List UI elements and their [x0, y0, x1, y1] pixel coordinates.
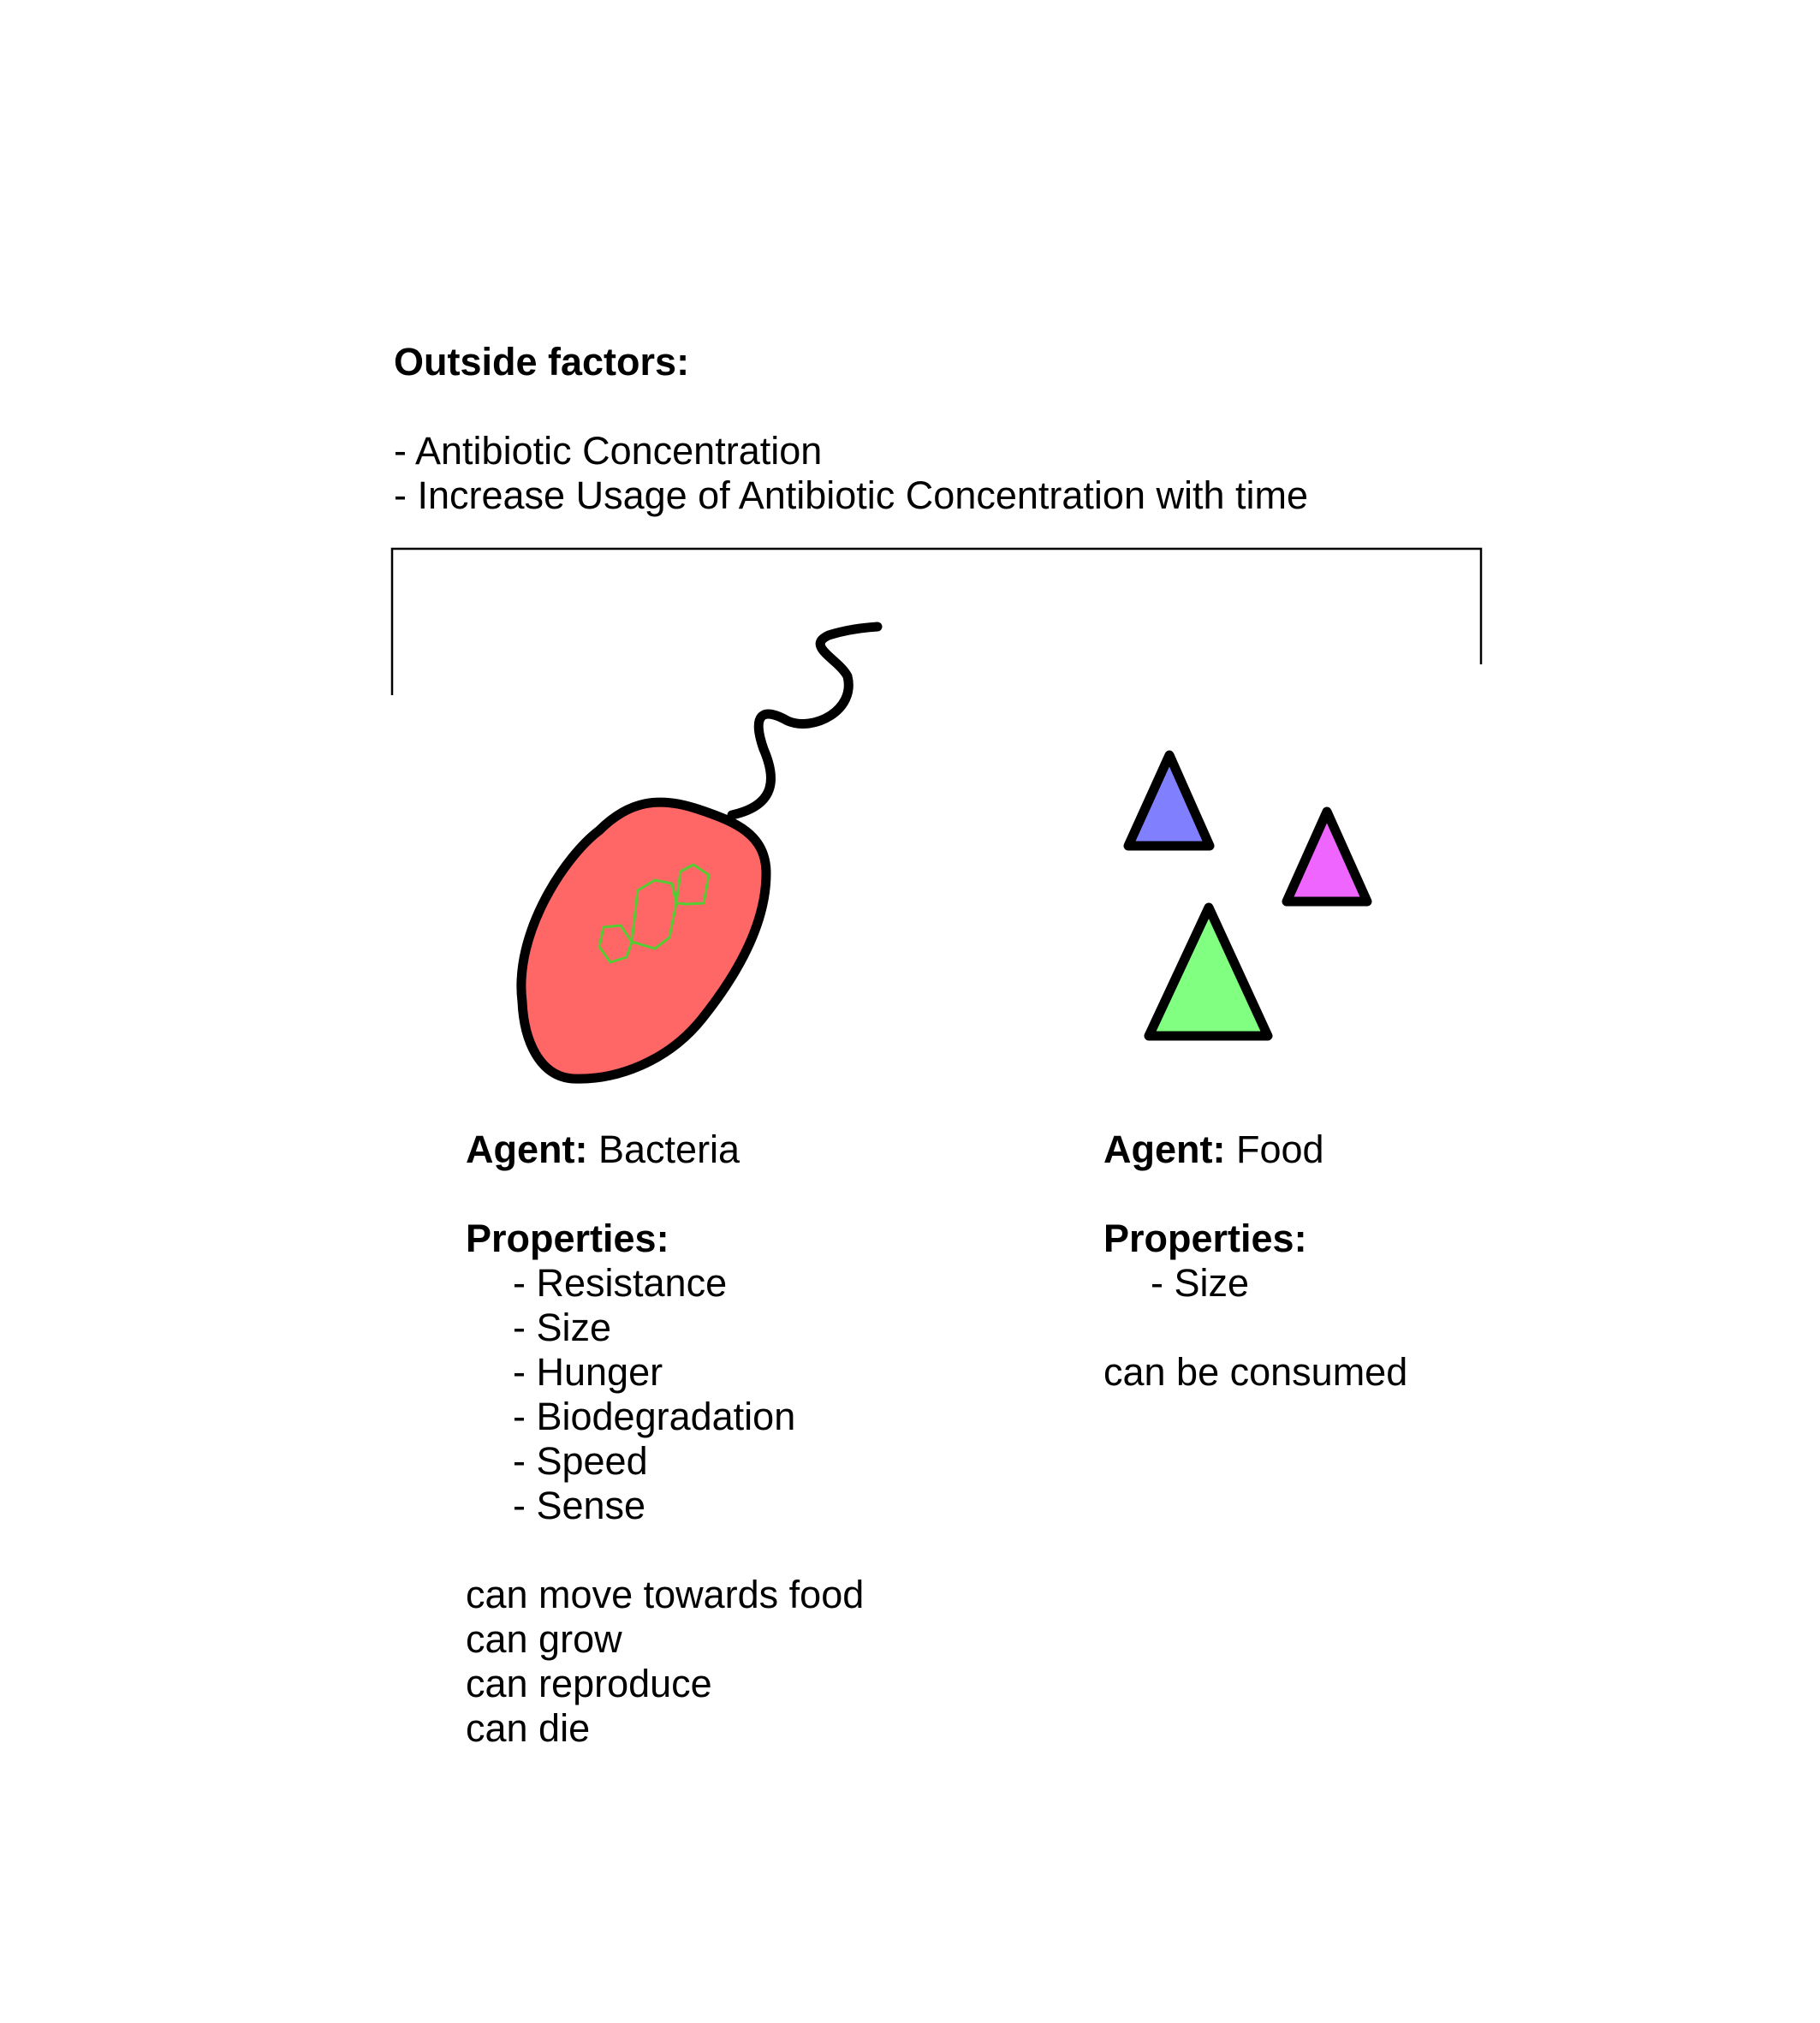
spacer: [1103, 1172, 1407, 1217]
properties-label: Properties:: [466, 1217, 669, 1260]
outside-factors-heading: Outside factors:: [394, 340, 690, 384]
food-triangle-blue-icon: [1123, 750, 1215, 851]
behavior-item: can be consumed: [1103, 1350, 1408, 1394]
bacteria-agent-title: Agent: Bacteria: [466, 1128, 864, 1172]
agent-label: Agent:: [1103, 1128, 1226, 1171]
food-triangle-green-icon: [1144, 902, 1273, 1041]
behavior-item: can move towards food: [466, 1573, 865, 1616]
outside-factor-item: - Increase Usage of Antibiotic Concentra…: [394, 473, 1309, 517]
property-item: - Sense: [513, 1484, 646, 1527]
bacteria-flagellum: [727, 622, 883, 820]
food-agent-section: Agent: Food Properties: - Size can be co…: [1103, 1128, 1407, 1395]
environment-bracket: [390, 547, 1483, 695]
properties-label: Properties:: [1103, 1217, 1307, 1260]
outside-factors-section: Outside factors: - Antibiotic Concentrat…: [394, 340, 1308, 518]
behavior-item: can reproduce: [466, 1662, 712, 1705]
outside-factor-item: - Antibiotic Concentration: [394, 429, 823, 473]
behavior-item: can grow: [466, 1617, 622, 1661]
bacteria-body: [516, 797, 771, 1084]
food-triangle-magenta-icon: [1282, 806, 1372, 907]
property-item: - Speed: [513, 1439, 648, 1483]
spacer: [466, 1528, 864, 1573]
property-item: - Hunger: [513, 1350, 663, 1394]
behavior-item: can die: [466, 1706, 591, 1750]
dna-strand-icon: [598, 863, 711, 964]
spacer: [394, 384, 1308, 429]
property-item: - Size: [1151, 1261, 1250, 1305]
agent-name: Food: [1236, 1128, 1324, 1171]
property-item: - Biodegradation: [513, 1395, 796, 1438]
property-item: - Resistance: [513, 1261, 728, 1305]
bacteria-agent-section: Agent: Bacteria Properties: - Resistance…: [466, 1128, 864, 1751]
spacer: [1103, 1306, 1407, 1350]
spacer: [466, 1172, 864, 1217]
property-item: - Size: [513, 1306, 612, 1349]
agent-name: Bacteria: [598, 1128, 740, 1171]
agent-label: Agent:: [466, 1128, 588, 1171]
food-agent-title: Agent: Food: [1103, 1128, 1407, 1172]
